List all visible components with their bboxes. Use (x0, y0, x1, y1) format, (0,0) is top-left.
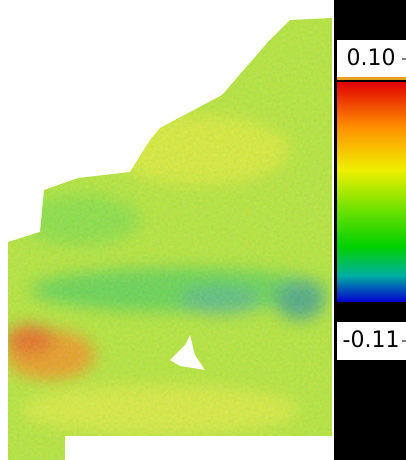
page: {"colorbar": {"ticks": [{"value": 0.1, "… (0, 0, 406, 460)
colorbar-tick-label: -0.11 (343, 328, 400, 353)
map-view: 0.10 -0.11 (0, 0, 406, 460)
colorbar-edge (337, 77, 406, 80)
colorbar (337, 82, 406, 302)
colorbar-tick-label: 0.10 (347, 46, 396, 71)
raster (0, 0, 340, 460)
